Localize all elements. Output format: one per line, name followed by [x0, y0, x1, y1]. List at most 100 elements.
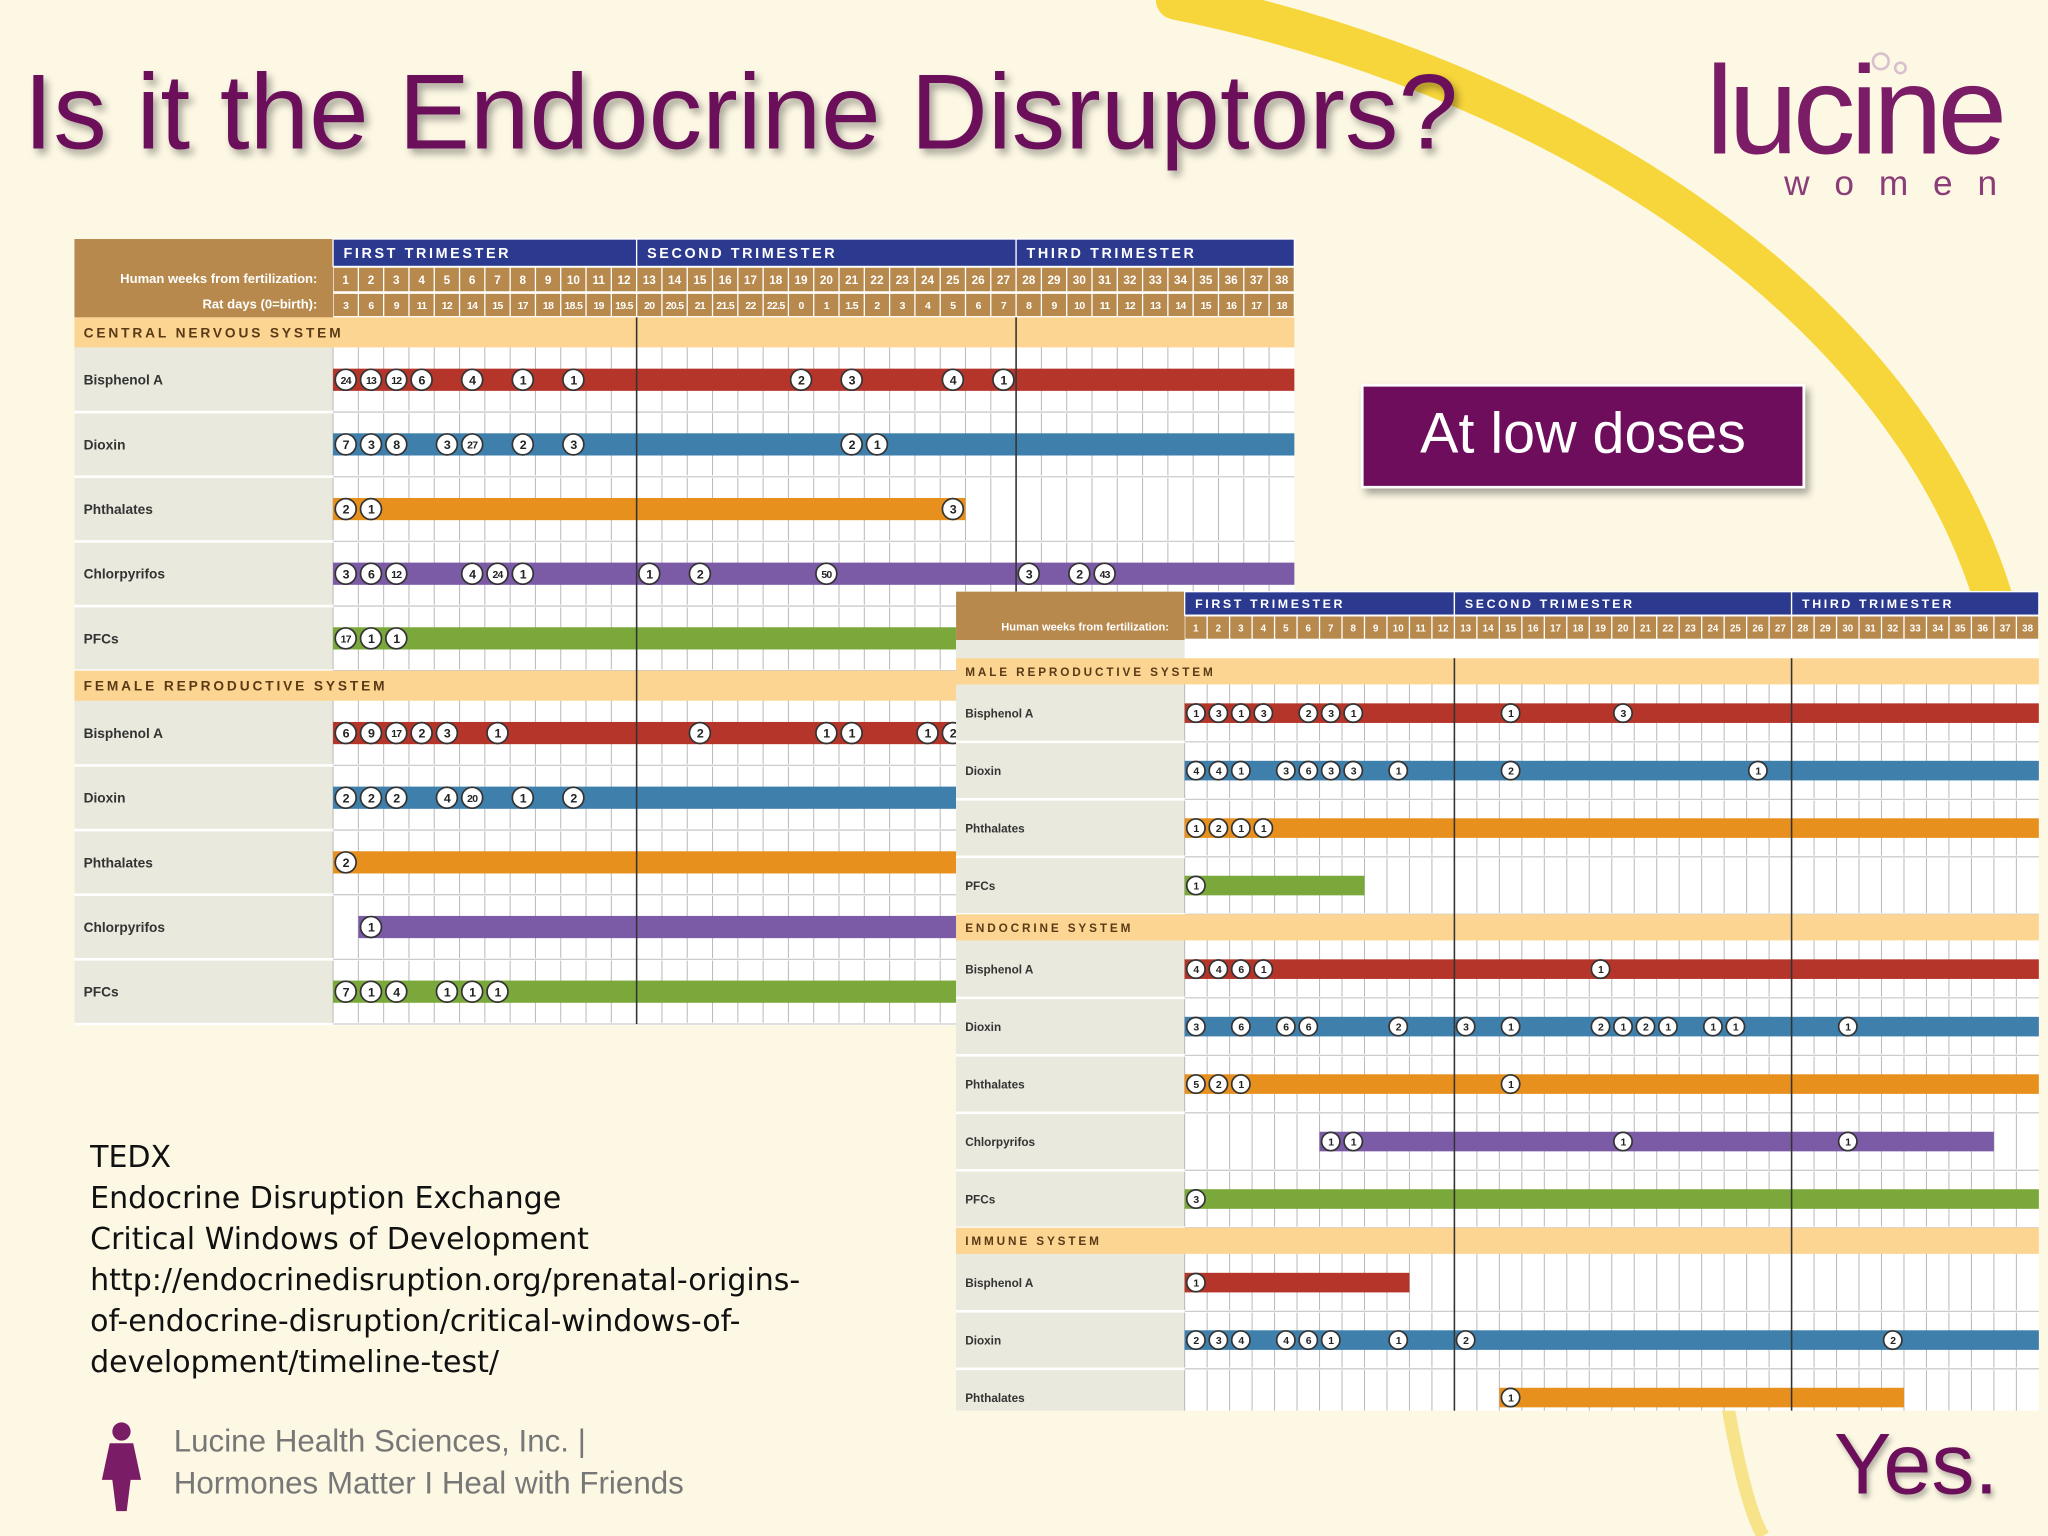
section-band — [956, 1227, 2039, 1254]
study-count: 2 — [1076, 567, 1083, 581]
study-marker — [815, 562, 838, 586]
trimester-label: THIRD TRIMESTER — [1802, 597, 1954, 611]
study-marker — [1500, 1074, 1521, 1095]
study-marker — [1343, 760, 1364, 781]
study-marker — [1298, 1330, 1319, 1351]
study-count: 1 — [368, 921, 375, 935]
rat-day-label: 10 — [1074, 301, 1085, 312]
rat-cell — [333, 293, 358, 317]
week-label: 7 — [1328, 623, 1334, 634]
week-label: 16 — [719, 274, 733, 287]
week-cell — [738, 267, 763, 292]
study-marker — [1320, 1330, 1341, 1351]
week-cell — [1972, 616, 1994, 639]
study-marker — [1747, 760, 1768, 781]
week-cell — [485, 267, 510, 292]
week-cell — [839, 267, 864, 292]
rat-day-label: 11 — [417, 301, 428, 312]
study-count: 3 — [1193, 1195, 1199, 1206]
study-marker — [688, 721, 712, 745]
study-count: 24 — [492, 570, 503, 581]
rat-day-label: 21 — [695, 301, 706, 312]
study-count: 1 — [1193, 882, 1199, 893]
week-cell — [536, 267, 561, 292]
study-marker — [1837, 1016, 1858, 1037]
study-count: 7 — [343, 985, 350, 999]
row-label: Dioxin — [965, 1021, 1001, 1034]
week-label: 19 — [1595, 623, 1606, 634]
row-label: Bisphenol A — [965, 708, 1034, 721]
row-label: Bisphenol A — [84, 373, 164, 388]
week-label: 20 — [1618, 623, 1629, 634]
study-marker — [1500, 703, 1521, 724]
study-count: 4 — [1193, 767, 1199, 778]
study-count: 3 — [1351, 767, 1357, 778]
rat-cell — [789, 293, 814, 317]
rat-day-label: 11 — [1100, 301, 1111, 312]
week-label: 24 — [921, 274, 935, 287]
week-label: 36 — [1977, 623, 1988, 634]
study-marker — [1185, 703, 1206, 724]
study-count: 1 — [1351, 709, 1357, 720]
study-marker — [334, 368, 358, 392]
week-label: 6 — [1306, 623, 1312, 634]
week-label: 30 — [1073, 274, 1087, 287]
study-count: 20 — [467, 794, 478, 805]
study-marker — [359, 368, 383, 392]
study-marker — [359, 433, 383, 456]
week-cell — [510, 267, 535, 292]
week-label: 20 — [820, 274, 834, 287]
study-count: 3 — [1216, 1336, 1222, 1347]
label-column — [74, 239, 334, 1025]
citation-line: http://endocrinedisruption.org/prenatal-… — [90, 1263, 800, 1298]
rat-cell — [890, 293, 915, 317]
week-cell — [1882, 616, 1904, 639]
study-marker — [941, 497, 965, 521]
study-count: 2 — [1396, 1023, 1402, 1034]
study-marker — [334, 627, 358, 650]
weeks-row-label: Human weeks from fertilization: — [120, 271, 317, 286]
rat-cell — [915, 293, 940, 317]
week-label: 13 — [643, 274, 657, 287]
week-label: 14 — [1483, 623, 1494, 634]
week-label: 22 — [1663, 623, 1674, 634]
study-count: 9 — [368, 727, 375, 741]
week-cell — [966, 267, 991, 292]
study-count: 3 — [1026, 567, 1033, 581]
week-cell — [1252, 616, 1274, 639]
study-count: 1 — [1845, 1138, 1851, 1149]
week-label: 31 — [1098, 274, 1112, 287]
rat-cell — [814, 293, 839, 317]
charts: FIRST TRIMESTER SECOND TRIMESTER THIRD TRI… — [74, 238, 2040, 1411]
row-label: Dioxin — [965, 1334, 1001, 1347]
rat-day-label: 21.5 — [716, 301, 735, 312]
study-marker — [1298, 703, 1319, 724]
citation: TEDX Endocrine Disruption Exchange Critica… — [89, 1140, 800, 1380]
rat-cell — [991, 293, 1016, 317]
study-marker — [840, 368, 863, 392]
week-label: 28 — [1022, 274, 1036, 287]
rat-cell — [763, 293, 788, 317]
study-count: 4 — [1216, 767, 1222, 778]
week-label: 32 — [1123, 274, 1137, 287]
rat-cell — [586, 293, 611, 317]
week-cell — [1634, 616, 1657, 639]
week-cell — [1747, 616, 1769, 639]
study-marker — [410, 721, 433, 745]
study-count: 5 — [1193, 1080, 1199, 1091]
week-label: 8 — [520, 274, 527, 287]
rat-cell — [359, 293, 384, 317]
week-cell — [1365, 616, 1387, 639]
rat-cell — [384, 293, 409, 317]
study-count: 2 — [368, 791, 375, 805]
study-count: 1 — [1193, 1279, 1199, 1290]
study-count: 1 — [874, 438, 881, 452]
study-marker — [359, 721, 383, 745]
study-count: 1 — [924, 727, 931, 741]
study-marker — [435, 786, 459, 810]
study-marker — [1185, 1074, 1206, 1095]
study-count: 1 — [570, 373, 577, 387]
citation-line: of-endocrine-disruption/critical-windows… — [90, 1304, 740, 1339]
rat-day-label: 1.5 — [845, 301, 858, 312]
